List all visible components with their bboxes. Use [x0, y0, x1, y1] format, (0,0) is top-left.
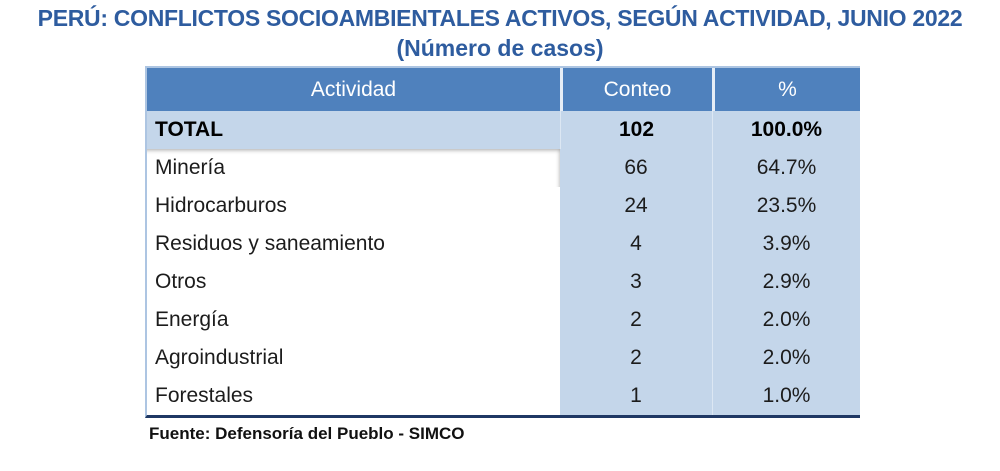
- table-row: Energía 2 2.0%: [147, 301, 860, 339]
- table-total-row: TOTAL 102 100.0%: [147, 111, 860, 149]
- total-count: 102: [560, 111, 712, 149]
- activity-percent: 64.7%: [712, 149, 860, 187]
- activity-count: 66: [560, 149, 712, 187]
- activity-count: 3: [560, 263, 712, 301]
- activity-count: 24: [560, 187, 712, 225]
- activity-count: 2: [560, 301, 712, 339]
- activity-label: Forestales: [147, 377, 560, 415]
- chart-title: PERÚ: CONFLICTOS SOCIOAMBIENTALES ACTIVO…: [37, 5, 963, 31]
- activity-label: Otros: [147, 263, 560, 301]
- activity-label: Residuos y saneamiento: [147, 225, 560, 263]
- table-row: Agroindustrial 2 2.0%: [147, 339, 860, 377]
- activity-percent: 1.0%: [712, 377, 860, 415]
- conflicts-table: Actividad Conteo % TOTAL 102 100.0% Mine…: [145, 66, 860, 418]
- activity-label: Agroindustrial: [147, 339, 560, 377]
- activity-percent: 2.0%: [712, 301, 860, 339]
- activity-label: Minería: [147, 149, 560, 187]
- activity-percent: 3.9%: [712, 225, 860, 263]
- activity-count: 1: [560, 377, 712, 415]
- column-header-conteo: Conteo: [560, 68, 712, 111]
- table-row: Otros 3 2.9%: [147, 263, 860, 301]
- activity-label: Energía: [147, 301, 560, 339]
- activity-percent: 2.0%: [712, 339, 860, 377]
- table-row: Forestales 1 1.0%: [147, 377, 860, 415]
- source-note: Fuente: Defensoría del Pueblo - SIMCO: [149, 424, 465, 443]
- table-header-row: Actividad Conteo %: [147, 68, 860, 111]
- activity-count: 2: [560, 339, 712, 377]
- total-label: TOTAL: [155, 118, 224, 141]
- activity-count: 4: [560, 225, 712, 263]
- chart-subtitle: (Número de casos): [396, 35, 604, 61]
- table-row: Hidrocarburos 24 23.5%: [147, 187, 860, 225]
- column-header-pct: %: [712, 68, 860, 111]
- column-header-actividad: Actividad: [310, 77, 397, 101]
- table-row: Minería 66 64.7%: [147, 149, 860, 187]
- table-row: Residuos y saneamiento 4 3.9%: [147, 225, 860, 263]
- activity-percent: 2.9%: [712, 263, 860, 301]
- total-percent: 100.0%: [712, 111, 860, 149]
- activity-label: Hidrocarburos: [147, 187, 560, 225]
- activity-percent: 23.5%: [712, 187, 860, 225]
